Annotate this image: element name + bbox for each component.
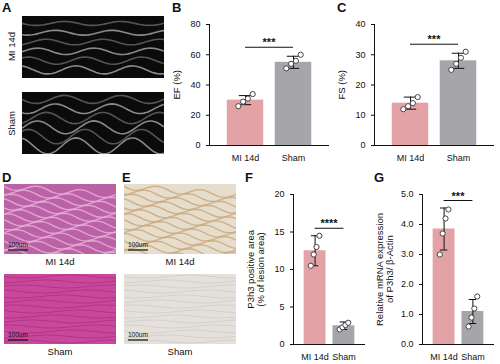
html-text:FS (%): FS (%)	[336, 69, 348, 100]
svg-text:5: 5	[279, 302, 284, 312]
html-text:B: B	[172, 0, 182, 15]
html-text:P3h3 positive area (% of lesio: P3h3 positive area (% of lesion area)	[244, 229, 266, 309]
svg-text:0: 0	[360, 140, 365, 150]
html-text:C: C	[337, 0, 347, 15]
svg-text:15: 15	[274, 227, 284, 237]
svg-text:4.0: 4.0	[401, 219, 414, 229]
svg-text:0.0: 0.0	[401, 339, 414, 349]
svg-text:***: ***	[428, 33, 442, 45]
svg-text:100um: 100um	[8, 241, 28, 248]
svg-text:30: 30	[355, 50, 365, 60]
html-text:Sham: Sham	[47, 346, 73, 357]
svg-text:0: 0	[279, 339, 284, 349]
svg-text:Sham: Sham	[447, 153, 471, 163]
html-text:F: F	[245, 170, 253, 185]
svg-text:1.0: 1.0	[401, 309, 414, 319]
svg-text:***: ***	[452, 190, 466, 202]
svg-text:5.0: 5.0	[401, 189, 414, 199]
svg-text:40: 40	[355, 19, 365, 29]
svg-text:MI 14d: MI 14d	[397, 153, 425, 163]
html-text:E: E	[122, 170, 131, 185]
svg-text:100um: 100um	[128, 241, 148, 248]
svg-text:20: 20	[274, 189, 284, 199]
svg-text:10: 10	[355, 110, 365, 120]
html-text:MI 14d: MI 14d	[5, 32, 17, 62]
svg-text:***: ***	[263, 36, 277, 48]
svg-text:MI 14d: MI 14d	[232, 153, 260, 163]
svg-text:100um: 100um	[8, 331, 28, 338]
svg-text:100um: 100um	[128, 331, 148, 338]
html-text:Sham: Sham	[5, 110, 17, 136]
html-text:Relative mRNA expression of P3: Relative mRNA expression of P3h3/ β-Acti…	[373, 212, 395, 326]
svg-text:MI 14d: MI 14d	[301, 352, 329, 362]
svg-text:Sham: Sham	[461, 352, 485, 362]
svg-text:40: 40	[190, 80, 200, 90]
svg-text:20: 20	[355, 80, 365, 90]
svg-text:2.0: 2.0	[401, 279, 414, 289]
svg-text:MI 14d: MI 14d	[430, 352, 458, 362]
html-text:Sham: Sham	[167, 346, 193, 357]
svg-text:3.0: 3.0	[401, 249, 414, 259]
svg-text:Sham: Sham	[282, 153, 306, 163]
html-text:A: A	[2, 0, 12, 15]
html-text:D: D	[2, 170, 12, 185]
html-text:MI 14d: MI 14d	[45, 256, 75, 267]
html-text:EF (%): EF (%)	[171, 69, 183, 100]
svg-text:80: 80	[190, 19, 200, 29]
html-text:G: G	[374, 170, 385, 185]
svg-text:60: 60	[190, 50, 200, 60]
svg-text:20: 20	[190, 110, 200, 120]
svg-text:0: 0	[195, 140, 200, 150]
svg-text:Sham: Sham	[332, 352, 356, 362]
svg-text:10: 10	[274, 264, 284, 274]
svg-text:****: ****	[320, 217, 338, 229]
html-text:MI 14d: MI 14d	[165, 256, 195, 267]
